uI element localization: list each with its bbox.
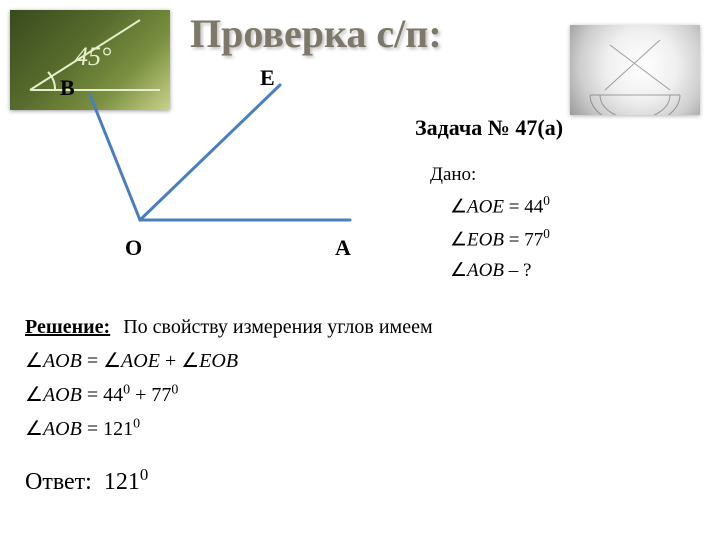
- given-line: ∠AOB – ?: [450, 256, 550, 286]
- given-line: ∠EOB = 770: [450, 223, 550, 256]
- page-title: Проверка с/п:: [190, 10, 442, 57]
- answer-block: Ответ: 1210: [25, 465, 148, 496]
- solution-line: ∠AOB = 440 + 770: [25, 378, 433, 412]
- given-block: Дано: ∠AOE = 440∠EOB = 770∠AOB – ?: [430, 160, 550, 286]
- solution-title: Решение:: [25, 316, 110, 338]
- given-line: ∠AOE = 440: [450, 190, 550, 223]
- answer-value: 121: [104, 469, 140, 495]
- angle-diagram: О А Е В: [80, 80, 380, 260]
- answer-label: Ответ:: [25, 469, 92, 495]
- solution-line: ∠AOB = 1210: [25, 412, 433, 446]
- answer-sup: 0: [140, 465, 148, 484]
- vertex-label-A: А: [335, 235, 351, 261]
- solution-line: ∠AOB = ∠AOE + ∠EOB: [25, 344, 433, 378]
- given-title: Дано:: [430, 160, 550, 190]
- vertex-label-E: Е: [260, 65, 275, 91]
- problem-number: Задача № 47(а): [415, 115, 563, 141]
- vertex-label-O: О: [125, 235, 142, 261]
- thumb-angle-label: 45°: [75, 42, 111, 71]
- vertex-label-B: В: [60, 75, 75, 101]
- solution-intro: По свойству измерения углов имеем: [123, 316, 432, 338]
- thumb-geometry-tools: [570, 25, 700, 115]
- solution-block: Решение: По свойству измерения углов име…: [25, 310, 433, 446]
